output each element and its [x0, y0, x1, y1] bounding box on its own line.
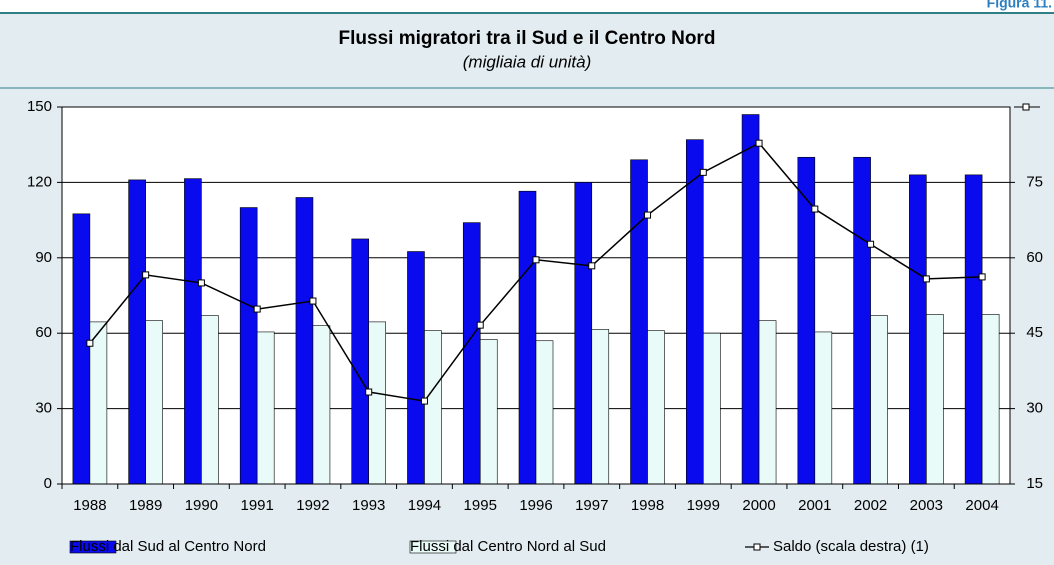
bar — [424, 330, 442, 485]
line-point — [253, 305, 261, 313]
x-tick-label: 1997 — [575, 497, 608, 514]
x-tick-label: 1996 — [519, 497, 552, 514]
x-tick-label: 1991 — [240, 497, 273, 514]
bar — [518, 190, 537, 485]
plot-layer — [62, 106, 1010, 485]
line-point — [978, 273, 986, 281]
plot-frame — [61, 106, 1011, 485]
bar — [479, 339, 498, 485]
x-tick-label: 1993 — [352, 497, 385, 514]
bar — [462, 222, 481, 485]
y-tick-label: 30 — [35, 400, 52, 417]
chart-title: Flussi migratori tra il Sud e il Centro … — [339, 28, 716, 49]
bar — [407, 251, 425, 485]
bar — [128, 179, 146, 485]
bar — [741, 114, 760, 485]
legend-label: Flussi dal Sud al Centro Nord — [70, 538, 266, 555]
bar — [909, 174, 927, 485]
x-tick-label: 2001 — [798, 497, 831, 514]
bar — [853, 156, 871, 485]
legend-point — [753, 543, 761, 551]
legend-swatch — [69, 540, 117, 554]
legend-label: Saldo (scala destra) (1) — [773, 538, 929, 555]
figure-label: Figura 11. — [987, 0, 1052, 11]
bar — [814, 331, 833, 485]
bar — [685, 139, 704, 485]
chart-subtitle: (migliaia di unità) — [463, 52, 592, 71]
y-tick-label: 150 — [27, 98, 52, 115]
y2-tick-label: 30 — [1026, 400, 1043, 417]
x-tick-label: 1992 — [296, 497, 329, 514]
line-point — [86, 339, 94, 347]
x-tick-label: 1999 — [687, 497, 720, 514]
bar — [758, 320, 777, 485]
y-tick-label: 60 — [35, 324, 52, 341]
x-tick-label: 1988 — [73, 497, 106, 514]
y2-tick-label: 15 — [1026, 475, 1043, 492]
bar — [239, 207, 258, 485]
y-tick-label: 0 — [44, 475, 52, 492]
line-point — [532, 256, 540, 264]
line-point — [644, 211, 652, 219]
x-tick-label: 1998 — [631, 497, 664, 514]
x-tick-label: 2004 — [965, 497, 998, 514]
x-tick-label: 1990 — [185, 497, 218, 514]
bar — [368, 321, 387, 485]
line-point — [922, 275, 930, 283]
bar — [926, 314, 944, 485]
y2-tick-label: 60 — [1026, 249, 1043, 266]
x-tick-label: 2003 — [910, 497, 943, 514]
bar — [870, 315, 888, 485]
x-tick-label: 1989 — [129, 497, 162, 514]
bar — [256, 331, 275, 485]
y-tick-label: 120 — [27, 173, 52, 190]
line-point — [811, 205, 819, 213]
x-tick-label: 1995 — [464, 497, 497, 514]
y2-tick-label: 75 — [1026, 173, 1043, 190]
bar — [184, 178, 202, 485]
legend-swatch — [409, 540, 457, 554]
bar — [201, 315, 219, 485]
line-point — [142, 271, 150, 279]
bar — [591, 329, 610, 485]
y2-tick-label: 45 — [1026, 324, 1043, 341]
bar — [72, 213, 91, 485]
bar — [535, 340, 554, 485]
line-point — [197, 279, 205, 287]
line-point — [365, 388, 373, 396]
line-point — [309, 297, 317, 305]
line-point — [420, 397, 428, 405]
bar — [964, 174, 983, 485]
x-tick-label: 2002 — [854, 497, 887, 514]
x-tick-label: 2000 — [742, 497, 775, 514]
line-point — [476, 321, 484, 329]
bar — [702, 332, 721, 485]
line-point — [755, 139, 763, 147]
bar — [312, 325, 331, 485]
bar — [145, 320, 163, 485]
bar — [351, 238, 370, 485]
bar — [647, 330, 665, 485]
bar — [981, 314, 1000, 485]
legend-label: Flussi dal Centro Nord al Sud — [410, 538, 606, 555]
y-tick-label: 90 — [35, 249, 52, 266]
line-point — [588, 262, 596, 270]
line-point — [699, 168, 707, 176]
x-tick-label: 1994 — [408, 497, 441, 514]
bar — [630, 159, 648, 485]
bar — [574, 182, 593, 485]
line-point — [867, 240, 875, 248]
right-axis-marker-point — [1022, 103, 1030, 111]
bar — [295, 197, 314, 485]
